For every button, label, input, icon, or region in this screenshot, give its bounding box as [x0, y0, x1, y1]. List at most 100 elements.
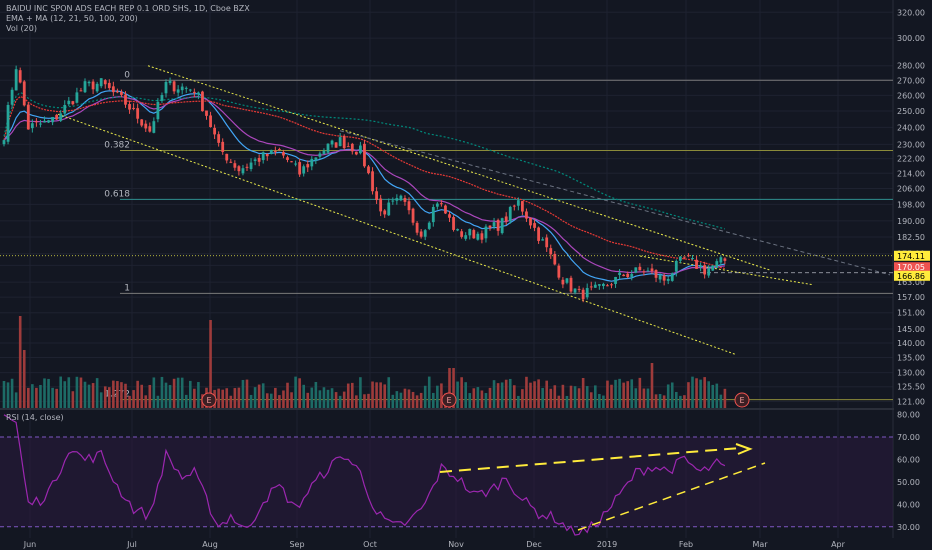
candle-body	[703, 265, 707, 275]
candle-body	[201, 91, 204, 112]
candle-body	[375, 191, 378, 201]
candle-body	[553, 254, 557, 265]
volume-bar	[391, 394, 395, 408]
candle-body	[670, 273, 674, 281]
candle-body	[87, 81, 91, 84]
candle-body	[330, 140, 334, 145]
time-tick-label: Mar	[752, 540, 768, 549]
candle-body	[415, 222, 419, 233]
candle-body	[132, 107, 135, 109]
candle-body	[217, 134, 221, 143]
candle-body	[383, 210, 387, 215]
price-label-box	[894, 270, 930, 281]
volume-bar	[521, 389, 524, 408]
rsi-tick-label: 30.00	[897, 523, 920, 532]
volume-bar	[622, 382, 625, 408]
candle-body	[391, 200, 395, 202]
candle-body	[2, 140, 6, 145]
candle-body	[257, 157, 261, 162]
price-tick-label: 157.00	[897, 293, 925, 302]
time-tick-label: Apr	[831, 540, 846, 549]
candle-body	[468, 228, 472, 236]
price-tick-label: 163.00	[897, 278, 925, 287]
candle-body	[488, 225, 492, 228]
time-axis[interactable]: Jun Jul Aug Sep Oct Nov Dec 2019 Feb Mar Apr	[0, 538, 932, 550]
price-label-text: 174.11	[897, 252, 925, 261]
fib-level-label: 0	[124, 70, 130, 80]
candle-body	[683, 256, 686, 258]
candle-body	[363, 143, 366, 167]
volume-bar	[496, 383, 500, 408]
volume-bar	[419, 392, 423, 408]
candle-body	[79, 90, 83, 92]
rsi-upper-trendline[interactable]	[439, 447, 741, 473]
volume-bar	[87, 384, 91, 408]
candle-body	[476, 233, 480, 240]
volume-bar	[504, 379, 508, 408]
candle-body	[55, 114, 59, 120]
candle-body	[326, 143, 330, 153]
volume-bar	[480, 390, 484, 408]
candle-body	[229, 161, 233, 163]
price-tick-label: 300.00	[897, 34, 925, 43]
rsi-legend[interactable]: RSI (14, close)	[6, 413, 64, 422]
trend-channel[interactable]	[0, 65, 893, 356]
volume-bar	[577, 388, 581, 408]
candle-body	[719, 257, 723, 263]
rsi-lower-trendline[interactable]	[577, 462, 766, 531]
candle-body	[140, 119, 144, 126]
volume-legend[interactable]: Vol (20)	[6, 24, 37, 33]
volume-bar	[581, 378, 585, 408]
volume-bar	[695, 378, 698, 408]
earnings-marker[interactable]: E	[441, 392, 457, 408]
time-tick-label: Feb	[679, 540, 693, 549]
price-tick-label: 222.00	[897, 155, 925, 164]
price-label-box	[894, 250, 930, 261]
volume-bar	[152, 377, 156, 408]
candle-body	[6, 104, 10, 142]
rsi-tick-label: 80.00	[897, 410, 920, 419]
earnings-marker-label: E	[206, 396, 211, 405]
volume-bar	[112, 380, 115, 408]
volume-bar	[148, 384, 152, 408]
candle-body	[460, 231, 464, 237]
volume-bar	[241, 379, 245, 408]
volume-bar	[476, 387, 480, 408]
candle-body	[492, 222, 496, 227]
candle-body	[435, 203, 439, 207]
volume-bar	[492, 380, 496, 408]
volume-bar	[711, 384, 715, 408]
volume-bar	[197, 382, 200, 408]
time-tick-label: Oct	[363, 540, 377, 549]
channel-upper-line[interactable]	[147, 65, 771, 271]
candle-body	[197, 92, 200, 95]
candle-body	[237, 166, 241, 172]
candle-body	[249, 162, 253, 170]
candle-body	[213, 127, 216, 135]
candle-body	[350, 143, 354, 152]
price-label-box	[894, 262, 930, 273]
volume-bar	[278, 395, 281, 408]
candle-body	[371, 171, 374, 192]
volume-bar	[35, 387, 38, 408]
volume-bar	[51, 387, 54, 408]
volume-bar	[338, 395, 342, 408]
volume-bar	[99, 392, 103, 408]
volume-bar	[189, 380, 192, 408]
candle-body	[75, 92, 79, 103]
volume-bar	[229, 395, 233, 408]
candle-body	[184, 87, 188, 89]
volume-bar	[500, 382, 504, 408]
symbol-legend[interactable]: BAIDU INC SPON ADS EACH REP 0.1 ORD SHS,…	[6, 4, 250, 13]
candle-body	[120, 91, 123, 95]
price-tick-label: 250.00	[897, 107, 925, 116]
volume-bar	[488, 387, 492, 408]
ma-legend[interactable]: EMA + MA (12, 21, 50, 100, 200)	[6, 14, 138, 23]
volume-bar	[326, 389, 330, 408]
earnings-marker[interactable]: E	[201, 392, 217, 408]
candle-body	[707, 268, 711, 276]
candle-body	[265, 153, 269, 157]
earnings-marker[interactable]: E	[734, 392, 750, 408]
